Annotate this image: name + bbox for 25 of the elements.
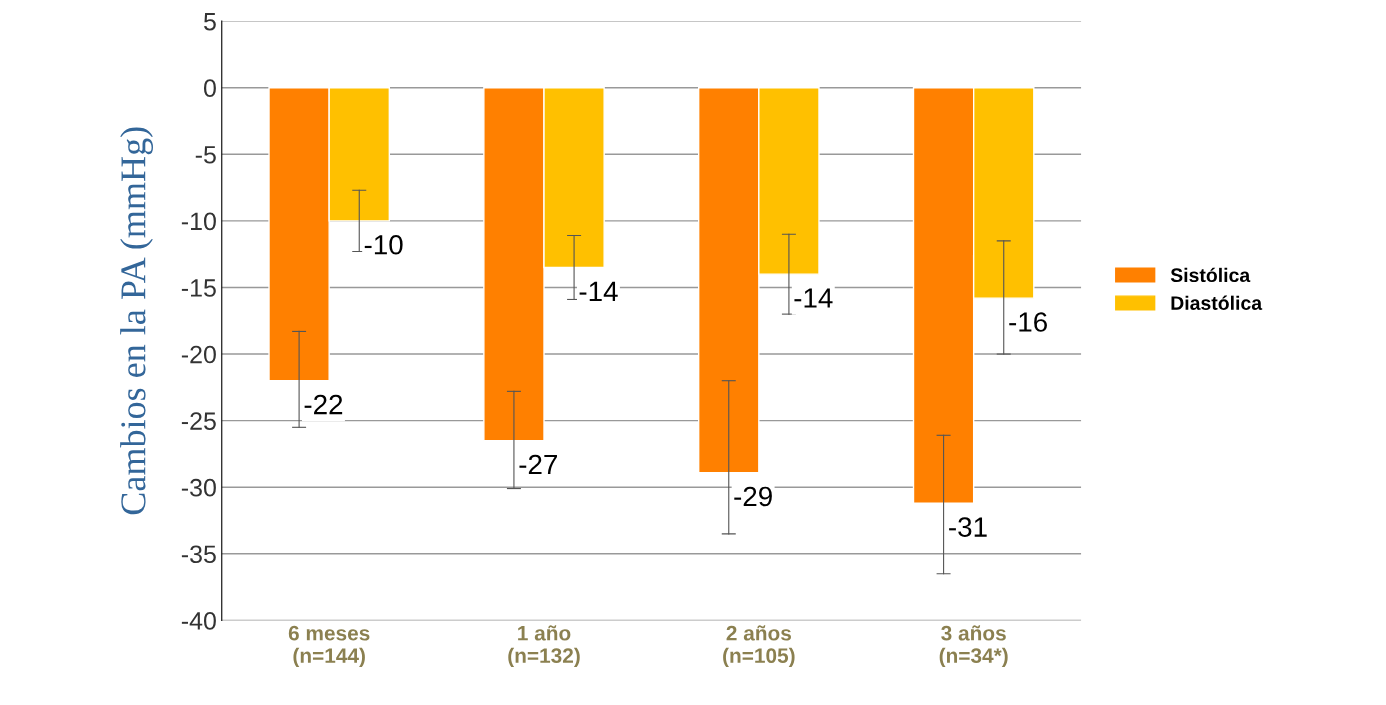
- y-tick-label: -5: [195, 146, 216, 164]
- x-tick-label: 6 meses (n=144): [288, 625, 370, 668]
- x-tick-label: 3 años (n=34*): [939, 625, 1008, 668]
- y-tick-label: -35: [181, 545, 216, 564]
- y-tick-label: -25: [181, 412, 216, 430]
- legend-label: Sistólica: [1170, 267, 1251, 283]
- y-tick-label: 0: [203, 79, 216, 98]
- data-label: -29: [734, 486, 772, 507]
- data-label: -27: [519, 454, 557, 475]
- y-tick-label: -20: [181, 345, 216, 364]
- data-label: -31: [949, 517, 987, 537]
- y-tick-label: 5: [204, 13, 216, 31]
- data-label: -14: [579, 281, 618, 301]
- y-tick-label: -15: [181, 279, 216, 297]
- x-tick-label: 2 años (n=105): [723, 625, 795, 668]
- legend-label: Diastólica: [1171, 295, 1263, 310]
- y-axis-title: Cambios en la PA (mmHg): [120, 127, 153, 515]
- y-tick-label: -40: [181, 612, 216, 630]
- y-tick-label: -30: [181, 478, 216, 497]
- data-label: -22: [304, 394, 343, 415]
- y-tick-label: -10: [181, 212, 216, 231]
- data-label: -10: [364, 234, 403, 255]
- x-tick-label: 1 año (n=132): [508, 625, 580, 668]
- data-label: -14: [794, 288, 833, 308]
- data-label: -16: [1009, 312, 1047, 332]
